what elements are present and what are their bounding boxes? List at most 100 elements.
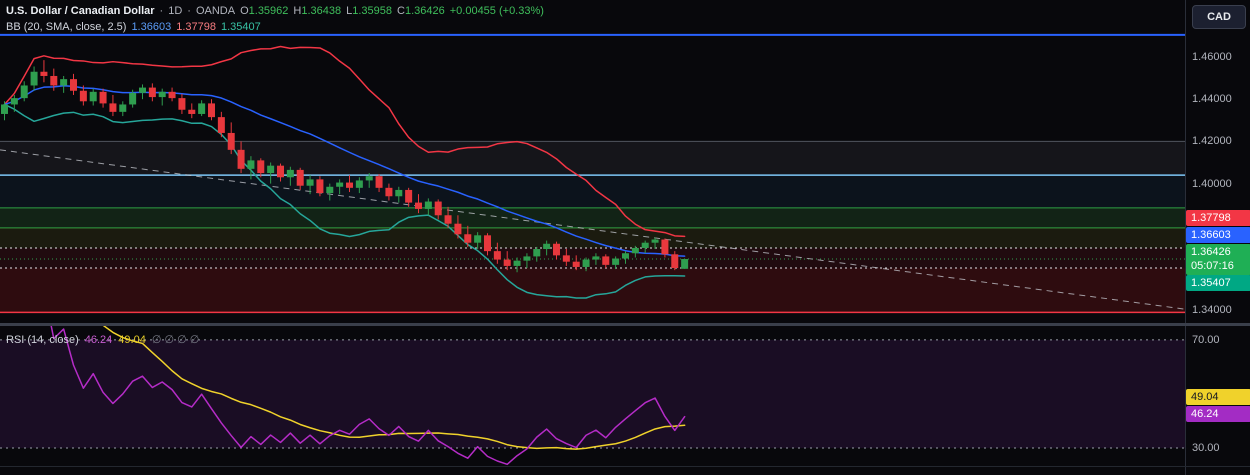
bb-upper-band [3,45,686,238]
candle [375,176,383,188]
candle [79,90,87,102]
bb-lower-band [3,103,686,299]
candle [109,103,117,112]
candle [454,223,462,235]
candlestick-chart[interactable] [0,0,1185,475]
rsi-value-badge: 46.24 [1186,405,1250,422]
candle [592,256,600,260]
candle [138,87,146,93]
candle [237,149,245,169]
candle [60,79,68,86]
candle [365,176,373,181]
countdown-timer: 05:07:16 [1191,260,1234,273]
candle [326,186,334,194]
candle [10,98,18,105]
candle [474,235,482,243]
candle [306,179,314,186]
bb-basis-badge: 1.36603 [1186,227,1250,244]
currency-button[interactable]: CAD [1192,5,1246,29]
candle [276,165,284,178]
candle [661,239,669,255]
bb-lower-badge: 1.35407 [1186,275,1250,292]
chart-canvas[interactable] [0,0,1185,475]
candle [405,189,413,203]
candle [1,104,8,114]
bb-basis-line [3,85,686,257]
candle [602,256,610,265]
ohlc-high: H1.36438 [293,5,342,17]
candle [30,71,38,86]
rsi-pane [0,325,1185,466]
legend: U.S. Dollar / Canadian Dollar · 1D · OAN… [6,3,549,35]
bb-indicator-name[interactable]: BB (20, SMA, close, 2.5) [6,21,127,33]
ohlc-low: L1.35958 [346,5,393,17]
candle [523,256,531,261]
price-axis-label: 1.44000 [1192,93,1232,106]
candle [414,202,422,209]
candle [513,260,521,266]
bb-legend-row: BB (20, SMA, close, 2.5) 1.36603 1.37798… [6,19,549,35]
last-price-badge: 1.36426 05:07:16 [1186,244,1250,276]
gray-zone [0,141,1185,176]
candle [631,247,639,254]
candle [207,103,215,118]
candle [336,182,344,187]
rsi-indicator-name[interactable]: RSI (14, close) [6,333,79,346]
symbol-legend-row: U.S. Dollar / Canadian Dollar · 1D · OAN… [6,3,549,19]
candle [69,79,77,91]
candle [434,201,442,216]
candle [148,87,156,98]
candle [503,259,511,266]
candle [483,235,491,252]
candle [50,75,58,86]
red-zone [0,268,1185,313]
candle [533,249,541,257]
candle [198,103,206,114]
rsi-value: 46.24 [84,333,113,346]
rsi-legend-row: RSI (14, close) 46.24 49.04 ∅ ∅ ∅ ∅ [6,333,205,347]
bb-upper-value: 1.37798 [176,21,216,33]
price-axis-label: 1.40000 [1192,177,1232,190]
blue-zone [0,175,1185,208]
pane-separator[interactable] [0,323,1250,326]
candle [188,109,196,114]
exchange-label: OANDA [195,5,236,17]
legend-separator: · [187,5,191,17]
timeframe-label[interactable]: 1D [168,5,183,17]
trendline[interactable] [0,149,1185,310]
candle [621,253,629,259]
ohlc-close: C1.36426 [397,5,445,17]
rsi-axis-label: 30.00 [1192,441,1220,454]
candle [385,187,393,197]
candle [129,92,137,105]
rsi-ma-value: 49.04 [118,333,146,346]
candle [651,239,659,243]
candle [247,160,255,169]
price-axis-label: 1.46000 [1192,50,1232,63]
bottom-separator [0,466,1250,467]
candle [119,104,127,112]
candle [89,91,97,102]
ohlc-open: O1.35962 [240,5,289,17]
candle [562,255,570,262]
olive-zone [0,227,1185,248]
candle [671,254,679,269]
price-axis[interactable]: CAD 1.46000 1.44000 1.42000 1.40000 1.34000 7… [1185,0,1250,475]
candle [444,215,452,224]
candle [572,261,580,267]
candle [316,179,324,194]
candle [464,234,472,243]
candle [493,251,501,260]
bb-basis-value: 1.36603 [131,21,172,33]
candle [168,91,176,99]
legend-separator: · [159,5,164,17]
price-axis-label: 1.34000 [1192,304,1232,317]
rsi-line [50,325,686,466]
candle [227,132,235,150]
rsi-disabled-plots: ∅ ∅ ∅ ∅ [151,334,200,346]
candle [355,180,363,188]
rsi-band-fill [0,339,1185,448]
candle [612,258,620,265]
symbol-title[interactable]: U.S. Dollar / Canadian Dollar [6,5,155,17]
